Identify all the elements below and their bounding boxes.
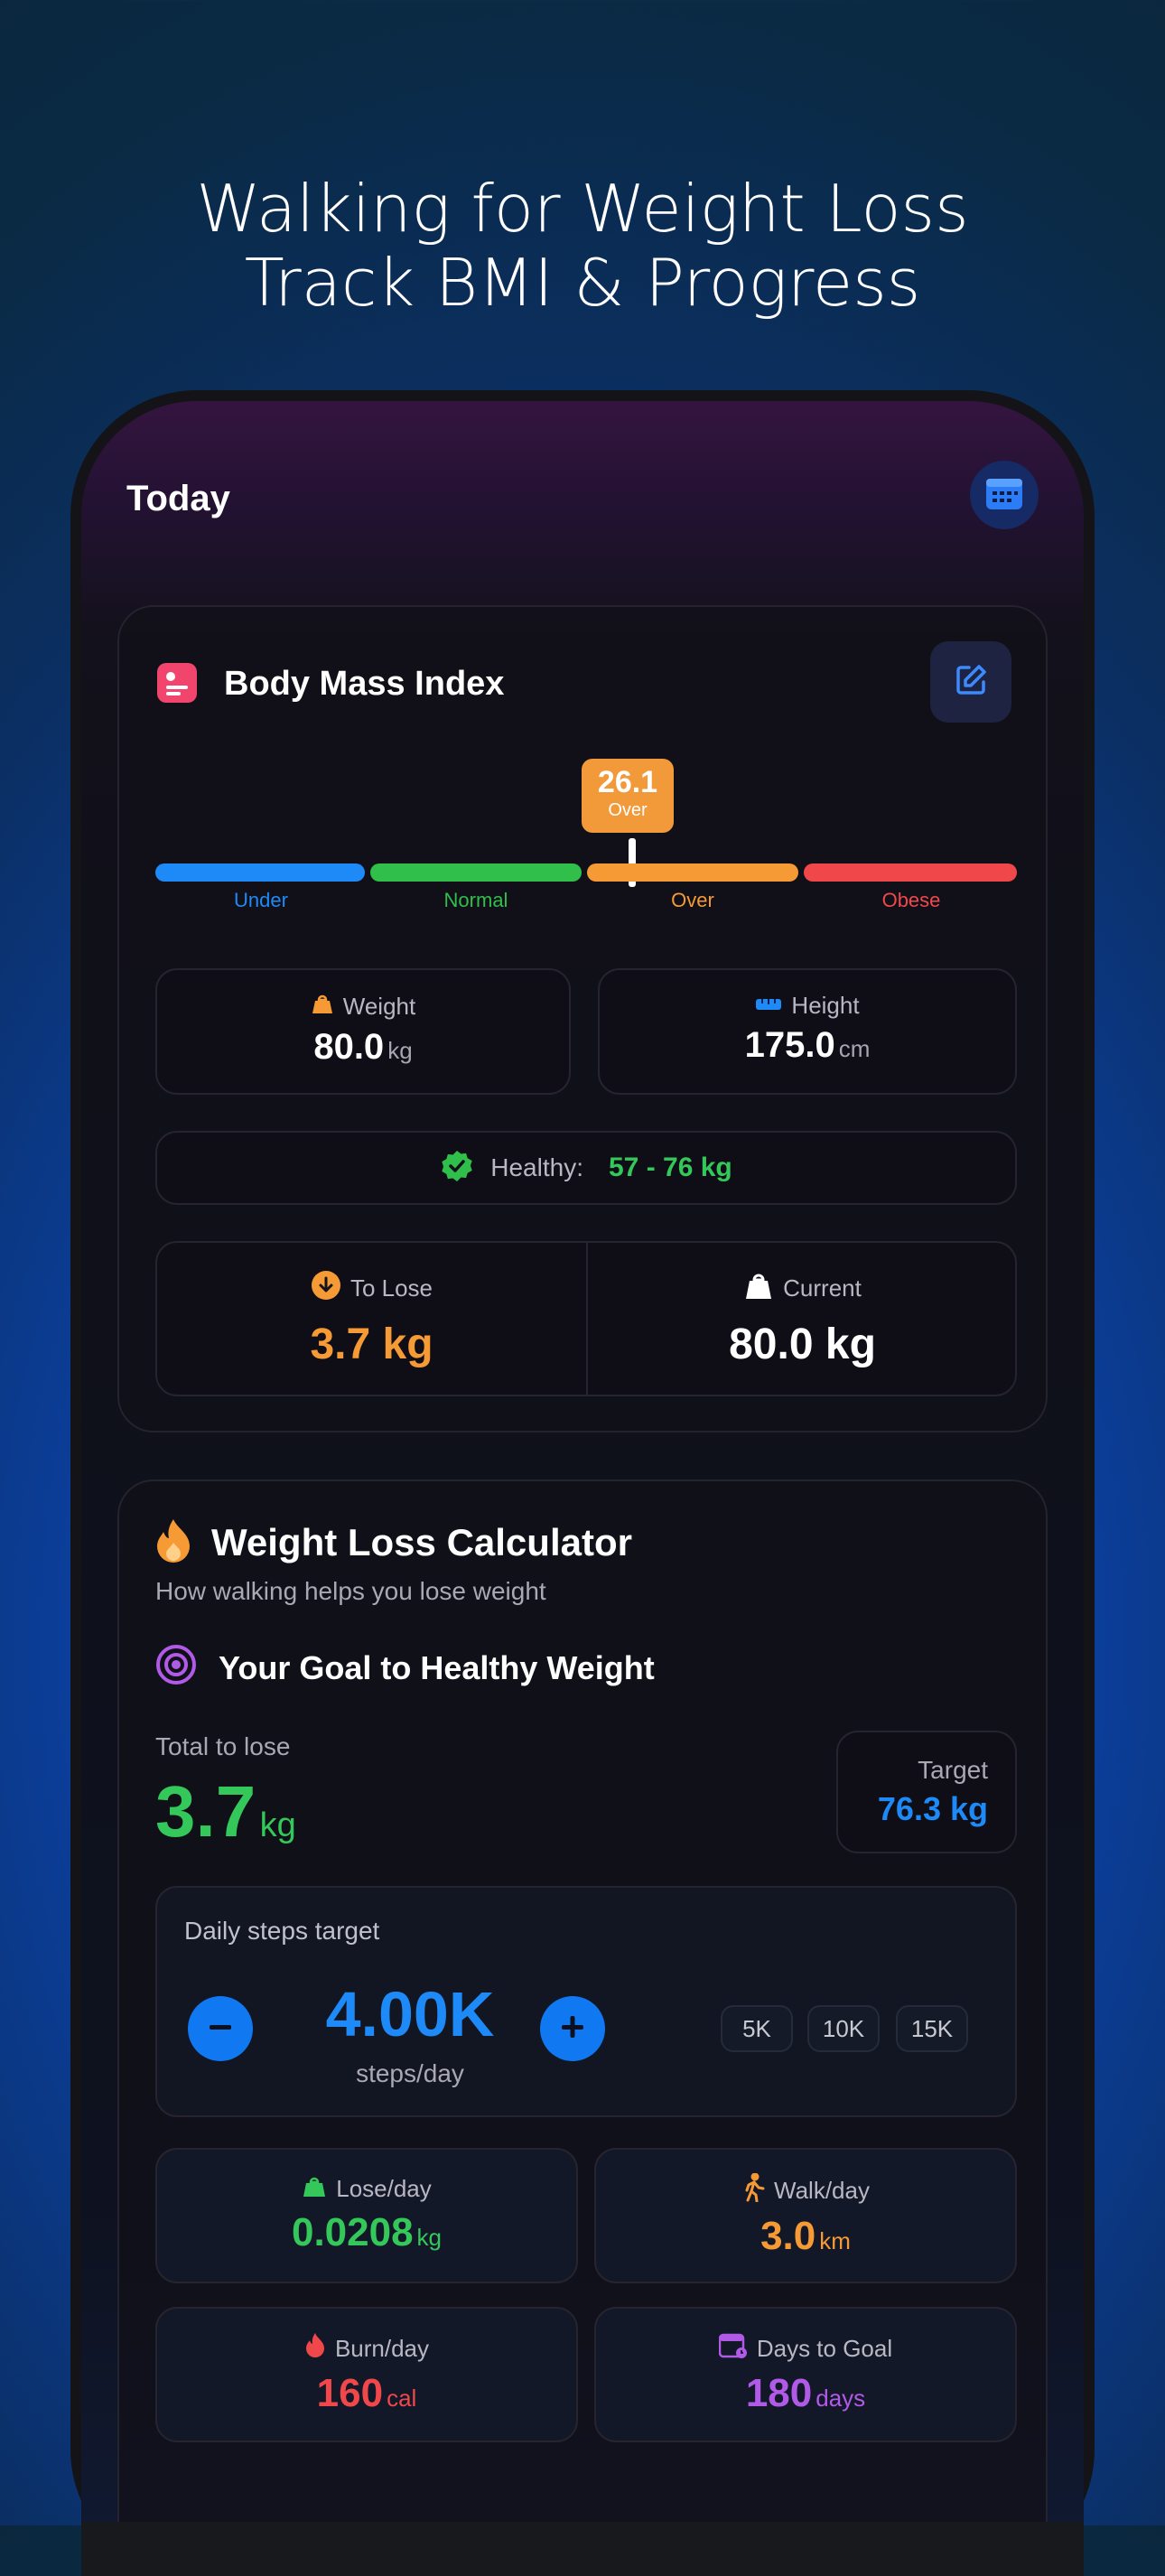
calendar-icon (984, 475, 1024, 516)
headline-line-2: Track BMI & Progress (244, 245, 921, 321)
steps-value: 4.00K (325, 1979, 495, 2049)
total-to-lose-unit: kg (259, 1806, 296, 1844)
walk-per-day-label: Walk/day (774, 2177, 870, 2204)
edit-button[interactable] (930, 641, 1011, 723)
weight-value: 80.0 (313, 1027, 385, 1067)
days-to-goal-unit: days (816, 2385, 866, 2412)
calendar-button[interactable] (970, 461, 1039, 529)
bmi-marker (629, 838, 636, 887)
height-value: 175.0 (744, 1025, 835, 1065)
goal-title: Your Goal to Healthy Weight (219, 1649, 655, 1686)
days-to-goal-value: 180 (745, 2371, 813, 2415)
calculator-title: Weight Loss Calculator (211, 1521, 632, 1563)
weight-label: Weight (342, 993, 416, 1020)
lose-per-day-unit: kg (416, 2224, 443, 2251)
height-label: Height (791, 992, 860, 1019)
healthy-range: 57 - 76 kg (608, 1153, 732, 1182)
preset-10k-button[interactable]: 10K (807, 2005, 880, 2052)
calendar-clock-icon (718, 2332, 748, 2366)
bmi-category: Over (608, 800, 648, 820)
target-value: 76.3 kg (877, 1790, 988, 1827)
daily-steps-label: Daily steps target (184, 1917, 380, 1945)
bmi-value: 26.1 (597, 765, 658, 799)
total-to-lose-label: Total to lose (155, 1732, 291, 1760)
weight-icon (302, 2173, 327, 2205)
bmi-title: Body Mass Index (224, 665, 505, 703)
to-lose-label: To Lose (350, 1274, 433, 1302)
scale-obese-bar (804, 863, 1017, 882)
daily-steps-box: Daily steps target 4.00K steps/day 5K 10… (155, 1886, 1017, 2117)
weight-icon (311, 992, 334, 1022)
scale-normal-label: Normal (443, 889, 508, 911)
kettlebell-weight-icon (743, 1270, 774, 1307)
scale-normal-bar (370, 863, 582, 882)
burn-per-day-unit: cal (387, 2385, 417, 2412)
lose-per-day-label: Lose/day (336, 2175, 432, 2202)
page-title: Today (126, 479, 230, 518)
arrow-down-circle-icon (311, 1270, 341, 1307)
edit-icon (953, 662, 989, 703)
to-lose-value: 3.7 kg (310, 1321, 433, 1368)
target-icon (155, 1644, 197, 1690)
bottom-bar (81, 2522, 1084, 2576)
walking-person-icon (741, 2172, 765, 2208)
weight-box[interactable]: Weight 80.0 kg (155, 968, 571, 1095)
steps-unit: steps/day (356, 2059, 464, 2087)
scale-under-bar (155, 863, 365, 882)
increase-steps-button[interactable] (540, 1996, 605, 2061)
scale-under-label: Under (234, 889, 288, 911)
summary-box: To Lose 3.7 kg Current 80.0 kg (155, 1241, 1017, 1396)
calculator-subtitle: How walking helps you lose weight (155, 1577, 546, 1605)
walk-per-day-value: 3.0 (760, 2214, 816, 2258)
flame-icon (304, 2332, 326, 2366)
bmi-value-badge: 26.1 Over (582, 759, 674, 833)
height-unit: cm (838, 1035, 871, 1062)
lose-per-day-value: 0.0208 (291, 2210, 414, 2254)
phone-frame: Today Body Mass Index 26.1 Over (70, 390, 1095, 2576)
weight-unit: kg (387, 1037, 413, 1064)
walk-per-day-box: Walk/day 3.0 km (594, 2148, 1017, 2283)
ruler-icon (755, 992, 782, 1020)
summary-divider (586, 1243, 588, 1395)
preset-15k-button[interactable]: 15K (896, 2005, 968, 2052)
current-value: 80.0 kg (729, 1321, 876, 1368)
target-weight-box: Target 76.3 kg (836, 1731, 1017, 1853)
current-label: Current (783, 1274, 862, 1302)
plus-icon (557, 2011, 588, 2047)
days-to-goal-box: Days to Goal 180 days (594, 2307, 1017, 2442)
walk-per-day-unit: km (819, 2227, 851, 2254)
healthy-range-box: Healthy: 57 - 76 kg (155, 1131, 1017, 1205)
burn-per-day-box: Burn/day 160 cal (155, 2307, 578, 2442)
scale-over-label: Over (671, 889, 714, 911)
promo-headline: Walking for Weight Loss Track BMI & Prog… (0, 172, 1165, 320)
lose-per-day-box: Lose/day 0.0208 kg (155, 2148, 578, 2283)
weight-loss-calculator-card: Weight Loss Calculator How walking helps… (117, 1479, 1048, 2576)
healthy-label: Healthy: (490, 1153, 583, 1181)
burn-per-day-label: Burn/day (334, 2335, 430, 2362)
app-screen: Today Body Mass Index 26.1 Over (81, 401, 1084, 2576)
decrease-steps-button[interactable] (188, 1996, 253, 2061)
minus-icon (205, 2011, 236, 2047)
bmi-card-icon (155, 661, 199, 709)
total-to-lose-value: 3.7 (155, 1771, 256, 1852)
total-to-lose: 3.7 kg (155, 1770, 296, 1853)
scale-over-bar (587, 863, 798, 882)
bmi-card: Body Mass Index 26.1 Over Under Normal O… (117, 605, 1048, 1433)
burn-per-day-value: 160 (316, 2371, 384, 2415)
target-label: Target (918, 1756, 988, 1784)
headline-line-1: Walking for Weight Loss (196, 171, 969, 247)
flame-icon (154, 1517, 193, 1569)
preset-5k-button[interactable]: 5K (721, 2005, 793, 2052)
days-to-goal-label: Days to Goal (756, 2335, 893, 2362)
verified-check-icon (440, 1149, 474, 1188)
scale-obese-label: Obese (881, 889, 941, 911)
height-box[interactable]: Height 175.0 cm (598, 968, 1017, 1095)
